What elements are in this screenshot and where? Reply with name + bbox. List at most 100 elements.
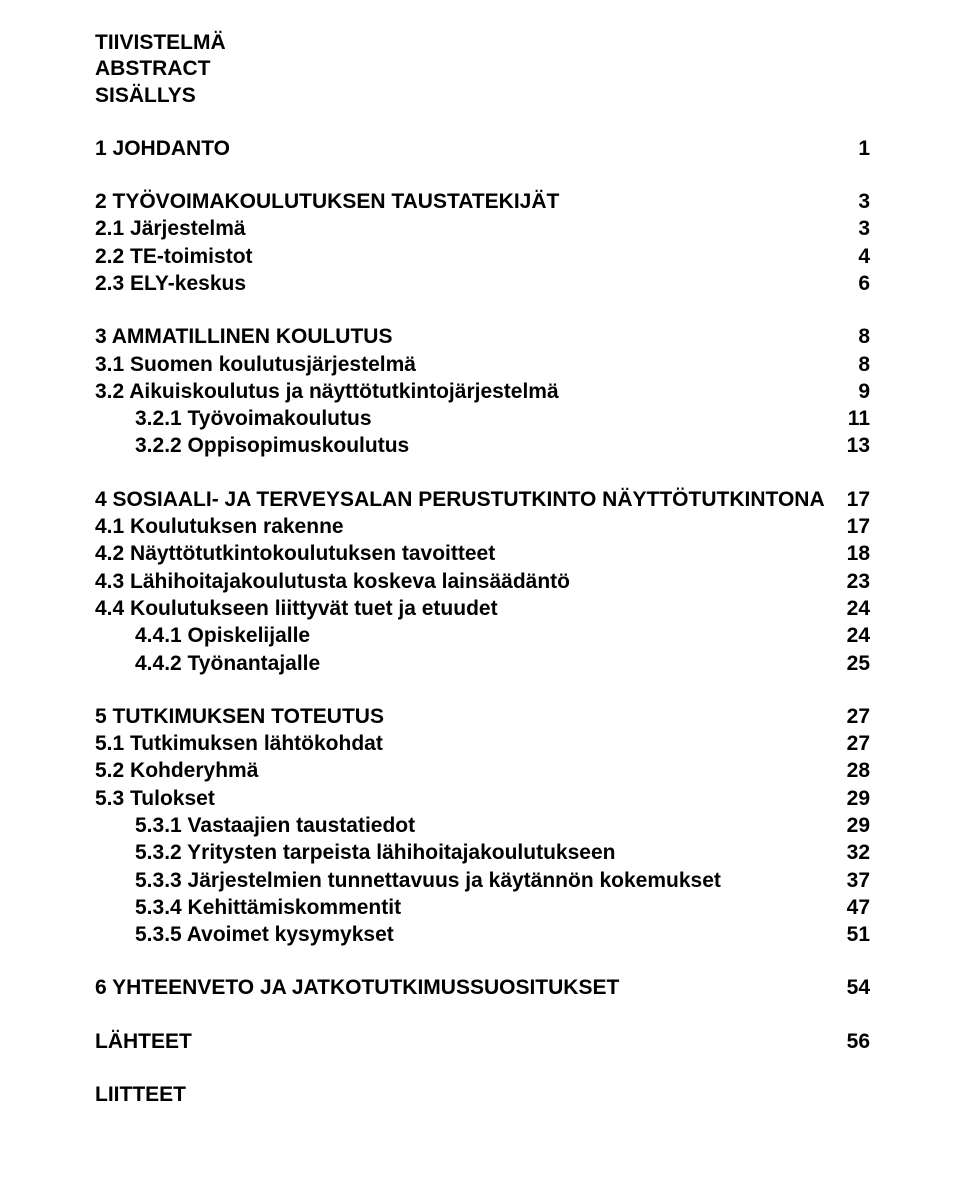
toc-label: 5.2 Kohderyhmä — [95, 757, 258, 784]
toc-page-number: 28 — [840, 757, 870, 784]
toc-row: 4.4.2 Työnantajalle 25 — [95, 650, 870, 677]
toc-label: 5.3.3 Järjestelmien tunnettavuus ja käyt… — [95, 867, 721, 894]
toc-row: 3.2.2 Oppisopimuskoulutus 13 — [95, 432, 870, 459]
toc-row: 4.1 Koulutuksen rakenne 17 — [95, 513, 870, 540]
toc-row: 5 TUTKIMUKSEN TOTEUTUS 27 — [95, 703, 870, 730]
toc-row: 5.1 Tutkimuksen lähtökohdat 27 — [95, 730, 870, 757]
toc-label: 3 AMMATILLINEN KOULUTUS — [95, 323, 392, 350]
toc-page-number: 27 — [840, 703, 870, 730]
toc-page-number: 24 — [840, 595, 870, 622]
section-spacer — [95, 948, 870, 974]
toc-page-number: 1 — [840, 135, 870, 162]
toc-row: 4.3 Lähihoitajakoulutusta koskeva lainsä… — [95, 568, 870, 595]
toc-label: 3.2.2 Oppisopimuskoulutus — [95, 432, 409, 459]
toc-page-number: 24 — [840, 622, 870, 649]
toc-row: 6 YHTEENVETO JA JATKOTUTKIMUSSUOSITUKSET… — [95, 974, 870, 1001]
toc-label: 4.2 Näyttötutkintokoulutuksen tavoitteet — [95, 540, 495, 567]
toc-page-number: 47 — [840, 894, 870, 921]
toc-page-number: 4 — [840, 243, 870, 270]
front-line: SISÄLLYS — [95, 83, 870, 109]
section-spacer — [95, 109, 870, 135]
toc-page-number: 54 — [840, 974, 870, 1001]
toc-label: 2.1 Järjestelmä — [95, 215, 246, 242]
toc-row: 3.2.1 Työvoimakoulutus 11 — [95, 405, 870, 432]
toc-page-number: 25 — [840, 650, 870, 677]
toc-page-number: 8 — [840, 323, 870, 350]
toc-row: 5.3.1 Vastaajien taustatiedot 29 — [95, 812, 870, 839]
toc-row: 2.2 TE-toimistot 4 — [95, 243, 870, 270]
toc-label: LÄHTEET — [95, 1028, 192, 1055]
toc-row: 3.2 Aikuiskoulutus ja näyttötutkintojärj… — [95, 378, 870, 405]
toc-page-number: 29 — [840, 812, 870, 839]
toc-page-number: 6 — [840, 270, 870, 297]
section-spacer — [95, 460, 870, 486]
toc-row: 5.3.4 Kehittämiskommentit 47 — [95, 894, 870, 921]
toc-label: 1 JOHDANTO — [95, 135, 230, 162]
toc-page-number: 3 — [840, 188, 870, 215]
toc-label: 4 SOSIAALI- JA TERVEYSALAN PERUSTUTKINTO… — [95, 486, 825, 513]
toc-label: 2.3 ELY-keskus — [95, 270, 246, 297]
toc-row: LIITTEET — [95, 1081, 870, 1108]
toc-page-number: 11 — [840, 405, 870, 432]
toc-page-number: 27 — [840, 730, 870, 757]
section-spacer — [95, 297, 870, 323]
toc-page-number: 3 — [840, 215, 870, 242]
toc-label: 5.3.1 Vastaajien taustatiedot — [95, 812, 415, 839]
toc-page-number: 13 — [840, 432, 870, 459]
toc-row: 5.3.3 Järjestelmien tunnettavuus ja käyt… — [95, 867, 870, 894]
toc-row: 4 SOSIAALI- JA TERVEYSALAN PERUSTUTKINTO… — [95, 486, 870, 513]
front-matter: TIIVISTELMÄ ABSTRACT SISÄLLYS — [95, 30, 870, 109]
toc-page-number: 37 — [840, 867, 870, 894]
toc-page-number: 32 — [840, 839, 870, 866]
toc-page-number: 17 — [840, 513, 870, 540]
toc-row: 2.3 ELY-keskus 6 — [95, 270, 870, 297]
toc-label: 4.4.1 Opiskelijalle — [95, 622, 310, 649]
toc-row: 1 JOHDANTO 1 — [95, 135, 870, 162]
toc-page-number: 8 — [840, 351, 870, 378]
toc-label: 4.1 Koulutuksen rakenne — [95, 513, 344, 540]
toc-row: 2 TYÖVOIMAKOULUTUKSEN TAUSTATEKIJÄT 3 — [95, 188, 870, 215]
front-line: ABSTRACT — [95, 56, 870, 82]
toc-label: 3.1 Suomen koulutusjärjestelmä — [95, 351, 416, 378]
toc-label: 6 YHTEENVETO JA JATKOTUTKIMUSSUOSITUKSET — [95, 974, 619, 1001]
toc-label: 3.2.1 Työvoimakoulutus — [95, 405, 372, 432]
toc-label: 5 TUTKIMUKSEN TOTEUTUS — [95, 703, 384, 730]
toc-label: 4.3 Lähihoitajakoulutusta koskeva lainsä… — [95, 568, 570, 595]
toc-row: 5.3 Tulokset 29 — [95, 785, 870, 812]
toc-row: 4.4 Koulutukseen liittyvät tuet ja etuud… — [95, 595, 870, 622]
toc-row: 4.2 Näyttötutkintokoulutuksen tavoitteet… — [95, 540, 870, 567]
section-spacer — [95, 162, 870, 188]
toc-label: 2.2 TE-toimistot — [95, 243, 253, 270]
toc-label: 4.4 Koulutukseen liittyvät tuet ja etuud… — [95, 595, 498, 622]
toc-label: 5.3 Tulokset — [95, 785, 215, 812]
toc-label: 2 TYÖVOIMAKOULUTUKSEN TAUSTATEKIJÄT — [95, 188, 559, 215]
toc-row: 3.1 Suomen koulutusjärjestelmä 8 — [95, 351, 870, 378]
document-page: TIIVISTELMÄ ABSTRACT SISÄLLYS 1 JOHDANTO… — [0, 0, 960, 1195]
toc-label: 4.4.2 Työnantajalle — [95, 650, 320, 677]
toc-row: 5.3.2 Yritysten tarpeista lähihoitajakou… — [95, 839, 870, 866]
toc-label: LIITTEET — [95, 1081, 186, 1108]
toc-label: 5.3.2 Yritysten tarpeista lähihoitajakou… — [95, 839, 615, 866]
toc-page-number: 56 — [840, 1028, 870, 1055]
toc-row: 5.3.5 Avoimet kysymykset 51 — [95, 921, 870, 948]
table-of-contents: 1 JOHDANTO 1 2 TYÖVOIMAKOULUTUKSEN TAUSTAT… — [95, 109, 870, 1109]
toc-label: 5.3.5 Avoimet kysymykset — [95, 921, 394, 948]
toc-page-number: 17 — [840, 486, 870, 513]
toc-row: 4.4.1 Opiskelijalle 24 — [95, 622, 870, 649]
front-line: TIIVISTELMÄ — [95, 30, 870, 56]
section-spacer — [95, 1055, 870, 1081]
toc-label: 5.3.4 Kehittämiskommentit — [95, 894, 401, 921]
toc-row: 5.2 Kohderyhmä 28 — [95, 757, 870, 784]
toc-row: LÄHTEET 56 — [95, 1028, 870, 1055]
toc-row: 3 AMMATILLINEN KOULUTUS 8 — [95, 323, 870, 350]
section-spacer — [95, 677, 870, 703]
toc-page-number: 18 — [840, 540, 870, 567]
toc-row: 2.1 Järjestelmä 3 — [95, 215, 870, 242]
toc-label: 3.2 Aikuiskoulutus ja näyttötutkintojärj… — [95, 378, 559, 405]
toc-page-number: 29 — [840, 785, 870, 812]
toc-page-number: 51 — [840, 921, 870, 948]
toc-label: 5.1 Tutkimuksen lähtökohdat — [95, 730, 383, 757]
toc-page-number: 23 — [840, 568, 870, 595]
toc-page-number: 9 — [840, 378, 870, 405]
section-spacer — [95, 1002, 870, 1028]
